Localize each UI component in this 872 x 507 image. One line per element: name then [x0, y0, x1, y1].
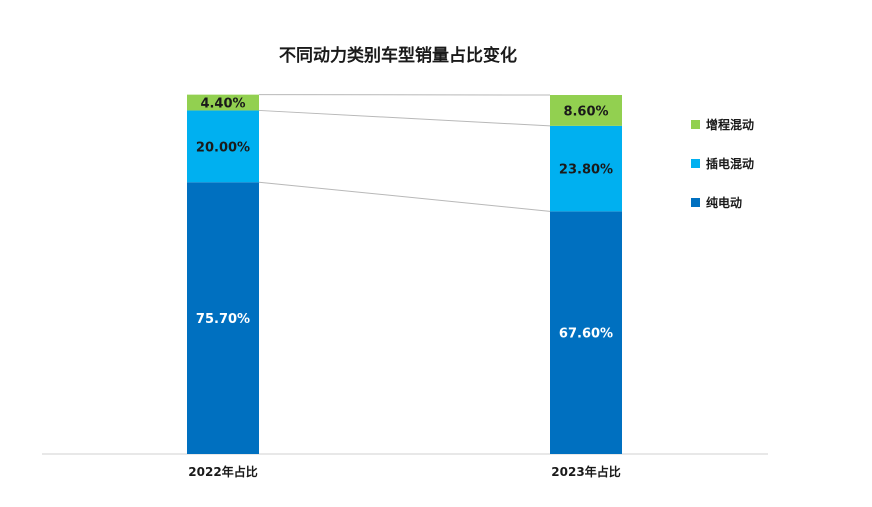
category-label-2: 2023年占比: [551, 464, 620, 479]
legend-swatch-3: [691, 198, 700, 207]
bar-2-series-3: [550, 95, 622, 126]
data-label-1-2: 20.00%: [196, 140, 250, 155]
bar-1-series-1: [187, 182, 259, 454]
connector-line-1: [258, 181, 551, 212]
bar-1-series-3: [187, 94, 259, 111]
data-label-2-2: 23.80%: [559, 163, 613, 178]
connector-line-2: [258, 109, 551, 127]
data-label-1-1: 75.70%: [196, 312, 250, 327]
bar-2-series-2: [550, 125, 622, 212]
legend-label-2: 插电混动: [706, 156, 754, 171]
legend-label-1: 增程混动: [706, 117, 754, 132]
legend-swatch-1: [691, 120, 700, 129]
bar-2-series-1: [550, 211, 622, 454]
legend-swatch-2: [691, 159, 700, 168]
data-labels: 75.70% 20.00% 4.40% 67.60% 23.80% 8.60%: [196, 97, 613, 342]
series-connector-lines: [258, 94, 551, 212]
category-labels: 2022年占比 2023年占比: [188, 464, 620, 479]
data-label-2-1: 67.60%: [559, 327, 613, 342]
data-label-2-3: 8.60%: [563, 104, 608, 119]
category-label-1: 2022年占比: [188, 464, 257, 479]
stacked-bars: [187, 94, 622, 454]
data-label-1-3: 4.40%: [200, 97, 245, 112]
bar-1-series-2: [187, 110, 259, 183]
legend-label-3: 纯电动: [706, 195, 742, 210]
chart-title: 不同动力类别车型销量占比变化: [279, 45, 517, 66]
